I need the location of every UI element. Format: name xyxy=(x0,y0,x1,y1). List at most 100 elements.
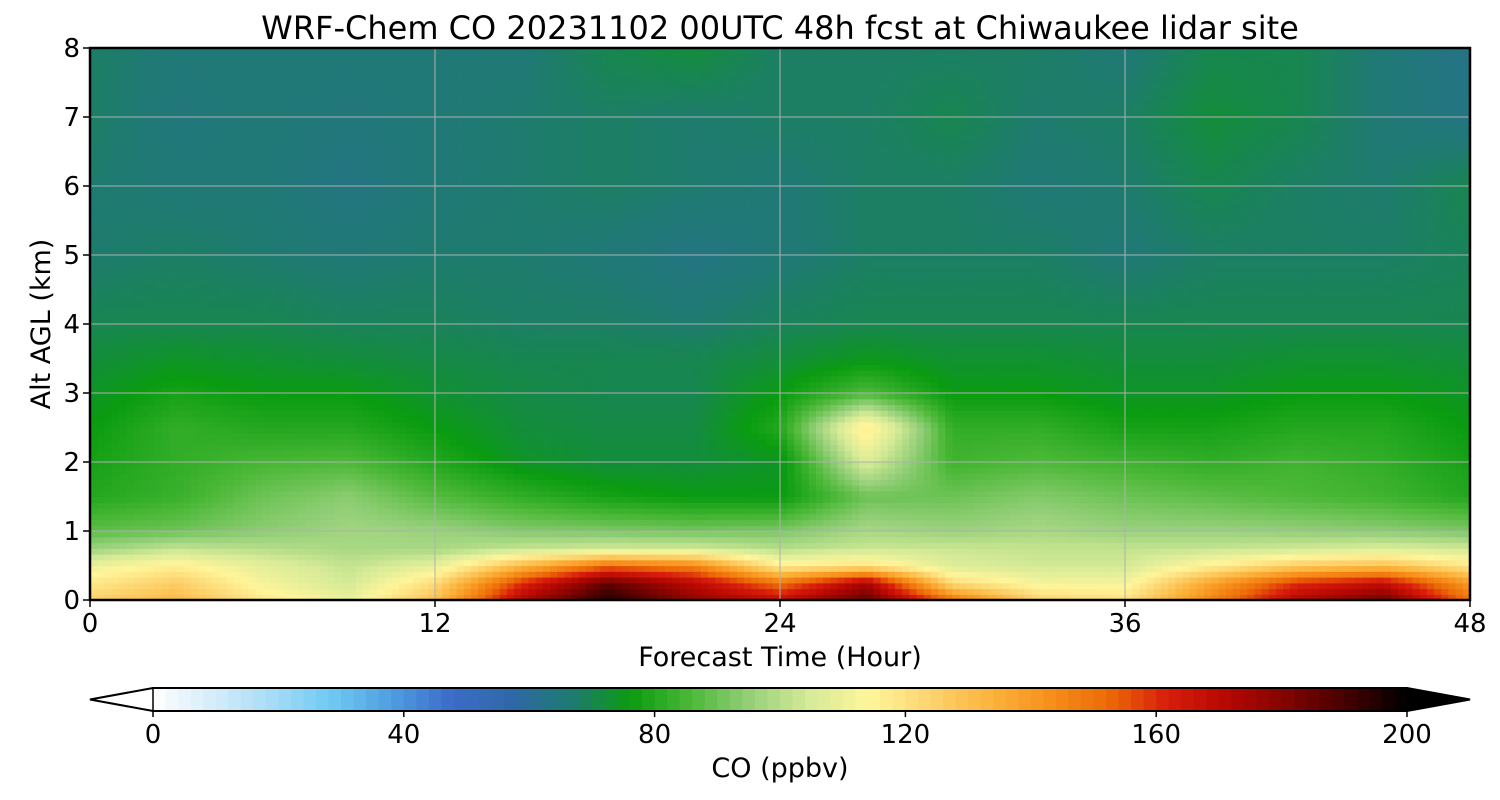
heatmap-cell xyxy=(988,514,996,520)
heatmap-cell xyxy=(1168,577,1176,583)
heatmap-cell xyxy=(306,531,314,537)
heatmap-cell xyxy=(406,589,414,595)
heatmap-cell xyxy=(586,520,594,526)
heatmap-cell xyxy=(1369,485,1377,491)
heatmap-cell xyxy=(564,531,572,537)
heatmap-cell xyxy=(902,520,910,526)
heatmap-cell xyxy=(176,583,184,589)
heatmap-cell xyxy=(658,548,666,554)
heatmap-cell xyxy=(1326,468,1334,474)
heatmap-cell xyxy=(241,479,249,485)
heatmap-cell xyxy=(464,497,472,503)
heatmap-cell xyxy=(572,514,580,520)
heatmap-cell xyxy=(1348,589,1356,595)
heatmap-cell xyxy=(320,451,328,457)
heatmap-cell xyxy=(794,554,802,560)
heatmap-cell xyxy=(1190,583,1198,589)
heatmap-cell xyxy=(1211,502,1219,508)
heatmap-cell xyxy=(1190,537,1198,543)
heatmap-cell xyxy=(823,531,831,537)
heatmap-cell xyxy=(1254,554,1262,560)
heatmap-cell xyxy=(399,462,407,468)
heatmap-cell xyxy=(1276,554,1284,560)
heatmap-cell xyxy=(564,514,572,520)
heatmap-cell xyxy=(945,508,953,514)
heatmap-cell xyxy=(1398,485,1406,491)
heatmap-cell xyxy=(442,451,450,457)
heatmap-cell xyxy=(370,497,378,503)
heatmap-cell xyxy=(1283,571,1291,577)
heatmap-cell xyxy=(1103,451,1111,457)
heatmap-cell xyxy=(1348,508,1356,514)
heatmap-cell xyxy=(406,474,414,480)
heatmap-cell xyxy=(543,497,551,503)
heatmap-cell xyxy=(780,491,788,497)
heatmap-cell xyxy=(852,531,860,537)
heatmap-cell xyxy=(521,497,529,503)
heatmap-cell xyxy=(672,577,680,583)
heatmap-cell xyxy=(1413,491,1421,497)
heatmap-cell xyxy=(615,514,623,520)
heatmap-cell xyxy=(356,502,364,508)
heatmap-cell xyxy=(277,491,285,497)
heatmap-cell xyxy=(1197,502,1205,508)
heatmap-cell xyxy=(1312,514,1320,520)
heatmap-cell xyxy=(1240,548,1248,554)
heatmap-cell xyxy=(1161,468,1169,474)
heatmap-cell xyxy=(672,589,680,595)
heatmap-cell xyxy=(1427,537,1435,543)
heatmap-cell xyxy=(1111,589,1119,595)
heatmap-cell xyxy=(701,451,709,457)
heatmap-cell xyxy=(1391,531,1399,537)
heatmap-cell xyxy=(205,497,213,503)
heatmap-cell xyxy=(241,491,249,497)
heatmap-cell xyxy=(1111,468,1119,474)
heatmap-cell xyxy=(219,548,227,554)
heatmap-cell xyxy=(1391,571,1399,577)
heatmap-cell xyxy=(148,548,156,554)
heatmap-cell xyxy=(909,485,917,491)
heatmap-cell xyxy=(1125,491,1133,497)
heatmap-cell xyxy=(1017,520,1025,526)
heatmap-cell xyxy=(241,589,249,595)
heatmap-cell xyxy=(1046,543,1054,549)
heatmap-cell xyxy=(435,502,443,508)
heatmap-cell xyxy=(536,502,544,508)
heatmap-cell xyxy=(1262,583,1270,589)
heatmap-cell xyxy=(528,560,536,566)
heatmap-cell xyxy=(449,589,457,595)
heatmap-cell xyxy=(112,479,120,485)
heatmap-cell xyxy=(241,451,249,457)
heatmap-cell xyxy=(1089,560,1097,566)
heatmap-cell xyxy=(1003,548,1011,554)
heatmap-cell xyxy=(270,531,278,537)
heatmap-cell xyxy=(1333,583,1341,589)
heatmap-cell xyxy=(1060,543,1068,549)
heatmap-cell xyxy=(1341,502,1349,508)
heatmap-cell xyxy=(191,462,199,468)
heatmap-cell xyxy=(219,451,227,457)
heatmap-cell xyxy=(1046,554,1054,560)
heatmap-cell xyxy=(327,468,335,474)
heatmap-cell xyxy=(917,537,925,543)
heatmap-cell xyxy=(1398,531,1406,537)
heatmap-cell xyxy=(528,520,536,526)
heatmap-cell xyxy=(378,537,386,543)
heatmap-cell xyxy=(1190,508,1198,514)
heatmap-cell xyxy=(1427,451,1435,457)
heatmap-cell xyxy=(284,554,292,560)
heatmap-cell xyxy=(378,468,386,474)
heatmap-cell xyxy=(564,497,572,503)
heatmap-cell xyxy=(1283,468,1291,474)
heatmap-cell xyxy=(1254,537,1262,543)
heatmap-cell xyxy=(1183,502,1191,508)
heatmap-cell xyxy=(758,502,766,508)
heatmap-cell xyxy=(528,491,536,497)
heatmap-cell xyxy=(133,514,141,520)
heatmap-cell xyxy=(342,589,350,595)
heatmap-cell xyxy=(1096,451,1104,457)
heatmap-cell xyxy=(1405,566,1413,572)
heatmap-cell xyxy=(1161,474,1169,480)
heatmap-cell xyxy=(1262,479,1270,485)
heatmap-cell xyxy=(112,502,120,508)
